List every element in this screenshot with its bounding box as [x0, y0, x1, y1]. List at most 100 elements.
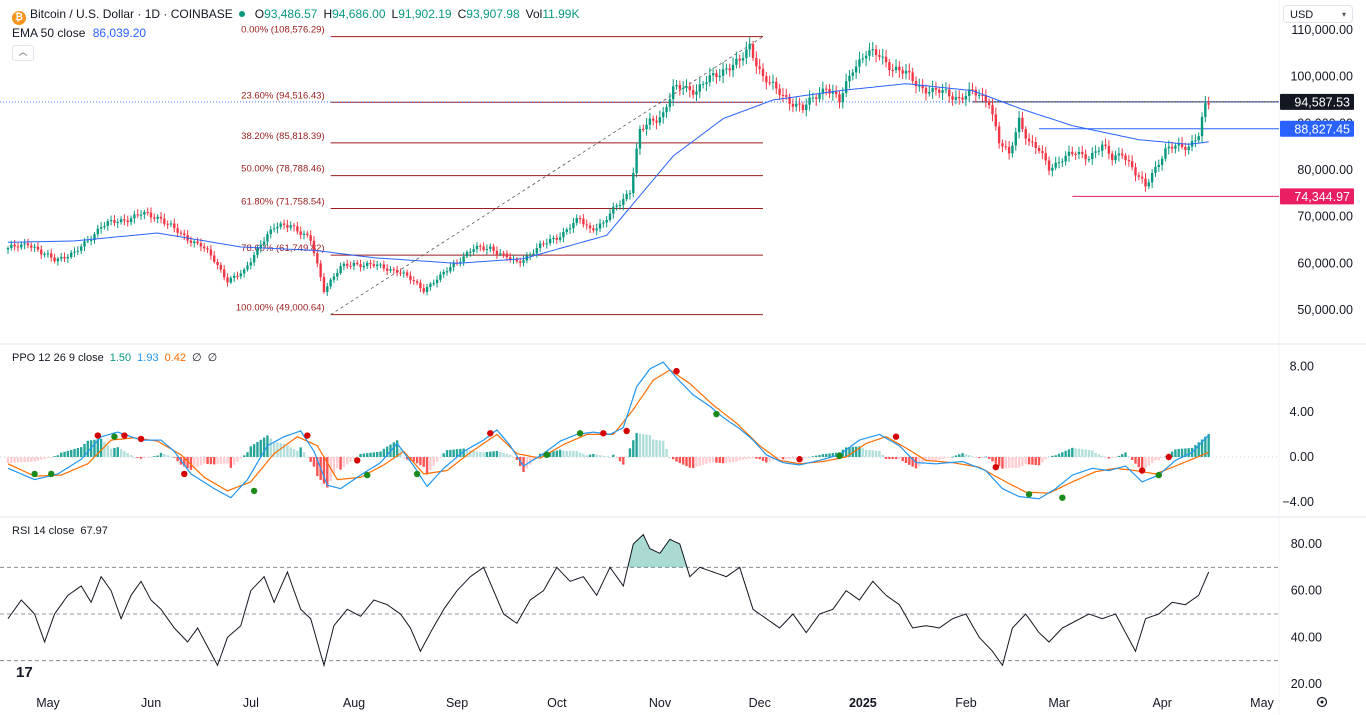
- ppo-histogram-bar: [928, 457, 931, 461]
- ppo-histogram-bar: [748, 457, 751, 459]
- candle-body: [103, 225, 106, 228]
- candle-body: [578, 218, 582, 220]
- candle-body: [392, 269, 396, 271]
- ppo-histogram-bar: [685, 457, 688, 467]
- ppo-histogram-bar: [868, 450, 871, 457]
- ppo-histogram-bar: [948, 457, 951, 458]
- ppo-histogram-bar: [1200, 439, 1204, 457]
- ppo-histogram-bar: [113, 447, 116, 457]
- candle-body: [565, 229, 568, 232]
- rsi-tick-label: 80.00: [1291, 537, 1322, 551]
- candle-body: [821, 88, 825, 94]
- candle-body: [349, 265, 352, 267]
- ppo-histogram-bar: [1001, 457, 1004, 469]
- candle-body: [505, 253, 509, 258]
- rsi-line: [7, 533, 1210, 668]
- candle-body: [1051, 167, 1054, 171]
- ppo-histogram-bar: [439, 457, 442, 458]
- rsi-legend[interactable]: RSI 14 close 67.97: [12, 525, 108, 537]
- candle-body: [568, 228, 572, 230]
- price-tag-label: 94,587.53: [1294, 95, 1350, 109]
- price-axis[interactable]: 110,000.00100,000.0090,000.0080,000.0070…: [1290, 23, 1353, 317]
- ppo-histogram-bar: [771, 457, 775, 461]
- market-status-dot: [238, 11, 245, 17]
- ppo-histogram-bar: [1144, 457, 1147, 469]
- candle-body: [13, 244, 16, 247]
- candle-body: [336, 273, 339, 277]
- candle-body: [309, 235, 312, 241]
- time-tick-label: Feb: [955, 696, 977, 710]
- ppo-histogram-bar: [222, 457, 226, 464]
- candle-body: [499, 253, 502, 255]
- time-axis[interactable]: May Jun Jul Aug Sep Oct Nov Dec 2025 Feb Mar Apr May: [36, 696, 1274, 710]
- ppo-histogram-bar: [515, 457, 519, 461]
- fibonacci-retracement[interactable]: 0.00% (108,576.29) 23.60% (94,516.43) 38.2…: [236, 25, 764, 316]
- ppo-histogram-bar: [645, 434, 648, 457]
- candle-body: [1197, 136, 1200, 141]
- candle-body: [1057, 162, 1061, 164]
- symbol-title[interactable]: Bitcoin / U.S. Dollar · 1D · COINBASE: [30, 7, 233, 21]
- ppo-histogram-bar: [196, 457, 199, 467]
- ppo-histogram-bar: [1031, 457, 1034, 465]
- candle-body: [788, 96, 791, 104]
- ppo-histogram-bar: [795, 457, 798, 459]
- ppo-histogram-bar: [831, 453, 835, 457]
- ppo-histogram-bar: [705, 457, 708, 464]
- ppo-histogram-bar: [801, 457, 805, 458]
- currency-selector[interactable]: USD ▾: [1283, 5, 1353, 23]
- candle-body: [492, 246, 495, 251]
- candle-body: [941, 90, 944, 93]
- fib-level-label: 0.00% (108,576.29): [241, 25, 324, 36]
- candle-body: [1084, 154, 1087, 160]
- symbol-legend[interactable]: ₿ Bitcoin / U.S. Dollar · 1D · COINBASE O9…: [12, 7, 580, 25]
- ppo-histogram-bar: [642, 434, 645, 457]
- ppo-histogram-bar: [725, 457, 728, 463]
- ema-legend[interactable]: EMA 50 close 86,039.20: [12, 26, 146, 40]
- ppo-histogram-bar: [1067, 449, 1071, 457]
- ppo-histogram-bar: [133, 457, 136, 458]
- ppo-histogram-bar: [918, 457, 921, 466]
- ppo-histogram-bar: [701, 457, 705, 465]
- ppo-histogram-bar: [751, 457, 755, 459]
- ppo-histogram-bar: [419, 457, 422, 466]
- candle-body: [1081, 151, 1084, 155]
- candle-body: [888, 62, 891, 71]
- candle-body: [1007, 146, 1011, 154]
- candle-body: [824, 88, 828, 90]
- ppo-histogram-bar: [662, 440, 665, 457]
- ppo-histogram-bar: [402, 457, 405, 459]
- ppo-histogram-bar: [442, 453, 445, 457]
- candle-body: [1184, 147, 1187, 151]
- ppo-histogram-bar: [568, 450, 572, 457]
- candle-body: [818, 93, 821, 99]
- candle-body: [1157, 165, 1160, 168]
- time-tick-label: Sep: [446, 696, 468, 710]
- ppo-histogram-bar: [326, 457, 329, 488]
- price-tag[interactable]: [1280, 93, 1354, 110]
- ppo-histogram-bar: [435, 457, 439, 462]
- ppo-histogram-bar: [1091, 450, 1094, 457]
- candle-body: [548, 238, 552, 244]
- candle-body: [306, 233, 309, 236]
- rsi-tick-label: 40.00: [1291, 630, 1322, 644]
- ppo-histogram-bar: [824, 453, 828, 457]
- ppo-histogram-bar: [1027, 457, 1031, 465]
- ppo-legend[interactable]: PPO 12 26 9 close 1.50 1.93 0.42 ∅ ∅: [12, 352, 217, 364]
- price-tag[interactable]: [1280, 188, 1354, 205]
- collapse-legend-button[interactable]: ︿: [12, 45, 34, 61]
- ppo-histogram-bar: [339, 457, 342, 470]
- fib-trend-line[interactable]: [330, 36, 764, 316]
- ppo-histogram-bar: [252, 444, 256, 457]
- ppo-histogram-bar: [76, 448, 80, 457]
- ppo-histogram-bar: [379, 451, 382, 457]
- ppo-histogram-bar: [183, 457, 186, 467]
- price-tag[interactable]: [1280, 120, 1354, 137]
- candle-body: [1024, 129, 1027, 139]
- tradingview-logo[interactable]: 17: [16, 664, 33, 681]
- horizontal-lines[interactable]: [0, 101, 1279, 197]
- candle-body: [23, 243, 26, 245]
- ppo-cross-up-dot: [413, 470, 421, 478]
- time-axis-settings-icon[interactable]: [1316, 696, 1328, 708]
- ppo-histogram-bar: [372, 452, 376, 457]
